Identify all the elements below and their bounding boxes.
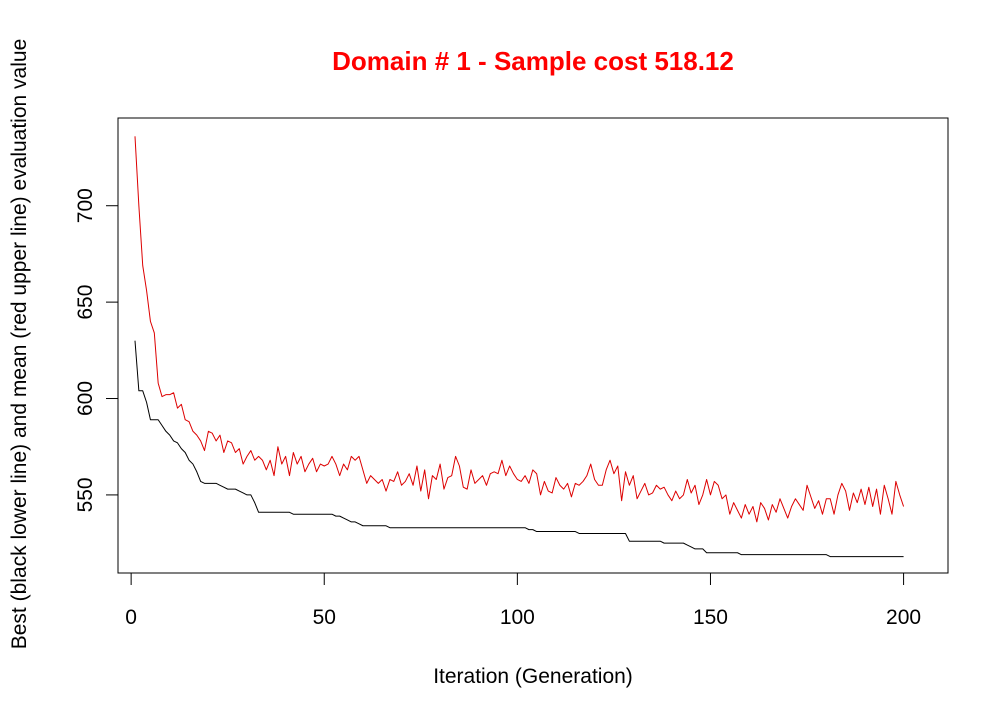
y-axis-label: Best (black lower line) and mean (red up… xyxy=(8,39,31,650)
x-axis-label: Iteration (Generation) xyxy=(433,665,633,688)
x-tick-label: 0 xyxy=(125,606,137,629)
chart-title: Domain # 1 - Sample cost 518.12 xyxy=(332,46,734,76)
x-tick-label: 150 xyxy=(693,606,728,629)
y-tick-label: 700 xyxy=(74,188,97,223)
series-line-best xyxy=(134,340,904,558)
x-axis: 0 50 100 150 200 xyxy=(125,572,921,629)
series-line-mean xyxy=(134,136,905,523)
y-tick-label: 550 xyxy=(74,477,97,512)
x-tick-label: 100 xyxy=(500,606,535,629)
x-tick-label: 200 xyxy=(886,606,921,629)
y-axis: 550 600 650 700 xyxy=(74,188,119,512)
series-layer xyxy=(134,136,905,558)
y-tick-label: 600 xyxy=(74,381,97,416)
y-tick-label: 650 xyxy=(74,285,97,320)
x-tick-label: 50 xyxy=(313,606,336,629)
